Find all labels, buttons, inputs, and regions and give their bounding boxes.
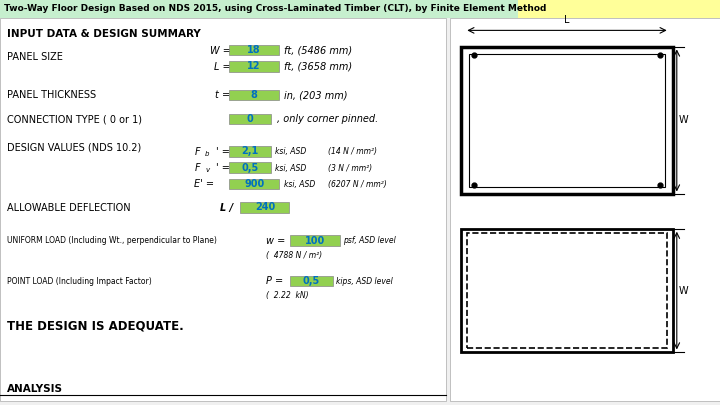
- Text: (14 N / mm²): (14 N / mm²): [328, 147, 377, 156]
- Text: psf, ASD level: psf, ASD level: [343, 237, 395, 245]
- Text: ksi, ASD: ksi, ASD: [275, 164, 306, 173]
- Text: UNIFORM LOAD (Including Wt., perpendicular to Plane): UNIFORM LOAD (Including Wt., perpendicul…: [7, 237, 217, 245]
- FancyBboxPatch shape: [229, 114, 271, 124]
- Text: ALLOWABLE DEFLECTION: ALLOWABLE DEFLECTION: [7, 203, 131, 213]
- Text: Edge  Pin  Connection: Edge Pin Connection: [513, 286, 621, 296]
- Text: (  2.22  kN): ( 2.22 kN): [266, 291, 309, 300]
- Text: 100: 100: [305, 236, 325, 245]
- Bar: [461, 229, 673, 352]
- Text: E' =: E' =: [194, 179, 215, 189]
- FancyBboxPatch shape: [518, 0, 720, 18]
- FancyBboxPatch shape: [290, 235, 340, 246]
- Text: 0,5: 0,5: [241, 163, 258, 173]
- Text: ft, (5486 mm): ft, (5486 mm): [284, 46, 353, 55]
- Text: POINT LOAD (Including Impact Factor): POINT LOAD (Including Impact Factor): [7, 277, 152, 286]
- FancyBboxPatch shape: [229, 146, 271, 157]
- Text: ANALYSIS: ANALYSIS: [7, 384, 63, 394]
- Text: THE DESIGN IS ADEQUATE.: THE DESIGN IS ADEQUATE.: [7, 320, 184, 333]
- Text: (3 N / mm²): (3 N / mm²): [328, 164, 372, 173]
- FancyBboxPatch shape: [229, 90, 279, 100]
- Text: 8: 8: [251, 90, 258, 100]
- Text: 0,5: 0,5: [302, 276, 320, 286]
- Text: 0: 0: [246, 114, 253, 124]
- Text: INPUT DATA & DESIGN SUMMARY: INPUT DATA & DESIGN SUMMARY: [7, 30, 201, 39]
- Text: v: v: [205, 167, 210, 173]
- Text: 12: 12: [248, 62, 261, 71]
- Bar: [461, 47, 673, 194]
- Text: PANEL SIZE: PANEL SIZE: [7, 52, 63, 62]
- Bar: [450, 18, 720, 401]
- Bar: [469, 54, 665, 187]
- Text: ksi, ASD: ksi, ASD: [284, 180, 315, 189]
- Text: b: b: [205, 151, 210, 157]
- Text: (  4788 N / m²): ( 4788 N / m²): [266, 251, 323, 260]
- Text: W =: W =: [210, 46, 230, 55]
- Text: F: F: [194, 163, 200, 173]
- FancyBboxPatch shape: [229, 61, 279, 72]
- Text: W: W: [678, 286, 688, 296]
- FancyBboxPatch shape: [0, 0, 518, 18]
- Text: ' =: ' =: [216, 147, 230, 157]
- Text: in, (203 mm): in, (203 mm): [284, 90, 348, 100]
- Text: 900: 900: [244, 179, 264, 189]
- Text: 240: 240: [255, 202, 275, 212]
- FancyBboxPatch shape: [290, 276, 333, 286]
- FancyBboxPatch shape: [229, 162, 271, 173]
- Text: F: F: [194, 147, 200, 157]
- Text: ksi, ASD: ksi, ASD: [275, 147, 306, 156]
- Bar: [467, 233, 667, 348]
- Text: (6207 N / mm²): (6207 N / mm²): [328, 180, 387, 189]
- Text: ft, (3658 mm): ft, (3658 mm): [284, 62, 353, 72]
- Text: L: L: [564, 15, 570, 25]
- Text: ' =: ' =: [216, 163, 230, 173]
- Text: Corner  Pin  Connection: Corner Pin Connection: [509, 115, 625, 126]
- FancyBboxPatch shape: [229, 179, 279, 189]
- Text: P =: P =: [266, 277, 284, 286]
- Text: PANEL THICKNESS: PANEL THICKNESS: [7, 90, 96, 100]
- Text: , only corner pinned.: , only corner pinned.: [277, 115, 379, 124]
- FancyBboxPatch shape: [229, 45, 279, 55]
- Text: DESIGN VALUES (NDS 10.2): DESIGN VALUES (NDS 10.2): [7, 143, 141, 153]
- Text: W: W: [678, 115, 688, 126]
- Text: Two-Way Floor Design Based on NDS 2015, using Cross-Laminated Timber (CLT), by F: Two-Way Floor Design Based on NDS 2015, …: [4, 4, 546, 13]
- Text: 2,1: 2,1: [241, 147, 258, 156]
- Text: w =: w =: [266, 236, 286, 246]
- Text: t =: t =: [215, 90, 230, 100]
- Text: L =: L =: [214, 62, 230, 72]
- Bar: [0, 18, 446, 401]
- Text: kips, ASD level: kips, ASD level: [336, 277, 392, 286]
- Text: L /: L /: [220, 203, 233, 213]
- Text: CONNECTION TYPE ( 0 or 1): CONNECTION TYPE ( 0 or 1): [7, 115, 142, 124]
- FancyBboxPatch shape: [240, 202, 289, 213]
- Text: 18: 18: [248, 45, 261, 55]
